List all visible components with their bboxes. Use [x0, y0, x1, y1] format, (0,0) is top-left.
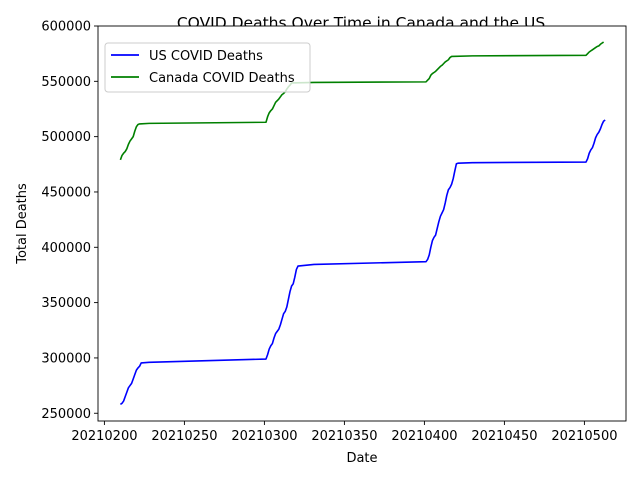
x-tick-label: 20210200 [71, 429, 137, 444]
legend-box [104, 42, 311, 93]
legend: US COVID Deaths Canada COVID Deaths [104, 42, 311, 93]
x-tick-label: 20210250 [151, 429, 217, 444]
x-axis: 20210200 20210250 20210300 20210350 20210400… [71, 421, 617, 444]
y-tick-label: 350000 [41, 296, 91, 311]
x-axis-label: Date [346, 451, 377, 466]
y-tick-label: 600000 [41, 20, 91, 35]
legend-label-us: US COVID Deaths [149, 49, 263, 64]
y-axis-label: Total Deaths [15, 183, 30, 265]
x-tick-label: 20210300 [231, 429, 297, 444]
y-tick-label: 550000 [41, 75, 91, 90]
legend-label-canada: Canada COVID Deaths [149, 71, 295, 86]
x-tick-label: 20210500 [551, 429, 617, 444]
plot-frame [97, 25, 627, 422]
y-tick-label: 500000 [41, 130, 91, 145]
y-tick-label: 400000 [41, 241, 91, 256]
series-line-0 [119, 119, 606, 406]
y-tick-label: 250000 [41, 407, 91, 422]
y-tick-label: 450000 [41, 185, 91, 200]
y-axis: 250000 300000 350000 400000 450000 500000 5500… [41, 20, 98, 422]
x-tick-label: 20210450 [471, 429, 537, 444]
x-tick-label: 20210400 [391, 429, 457, 444]
y-tick-label: 300000 [41, 351, 91, 366]
x-tick-label: 20210350 [311, 429, 377, 444]
